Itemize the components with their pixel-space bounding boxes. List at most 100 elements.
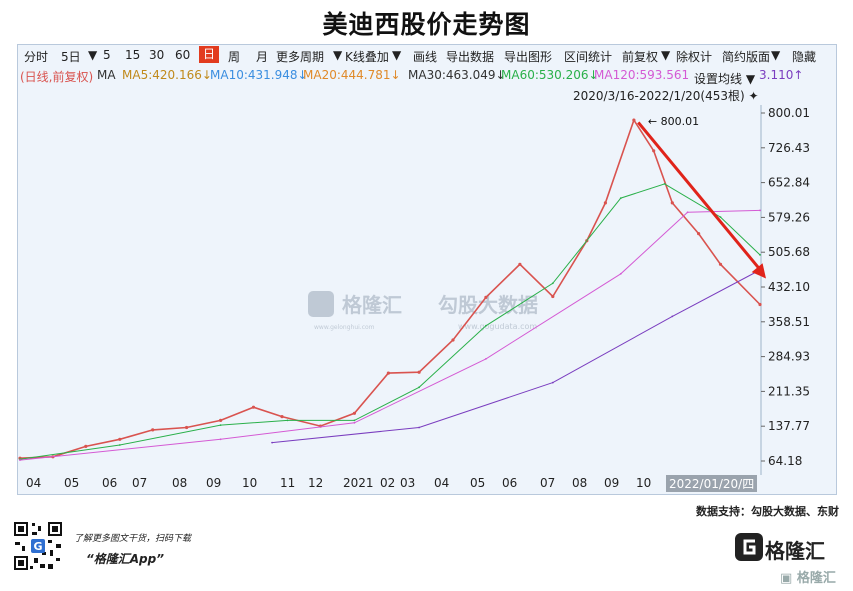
- series-point: [251, 405, 256, 409]
- x-tick-label: 02: [380, 476, 396, 490]
- x-tick-label: 07: [540, 476, 556, 490]
- toolbar-item-15[interactable]: 导出数据: [446, 50, 495, 64]
- brand-watermark: ▣ 格隆汇: [780, 571, 836, 586]
- ma-legend: (日线,前复权) MA MA5:420.166↓ MA10:431.948↓ MA20:…: [18, 67, 836, 83]
- toolbar-item-19[interactable]: ▼: [661, 48, 671, 62]
- x-tick-label: 11: [280, 476, 296, 490]
- toolbar-item-18[interactable]: 前复权: [622, 50, 659, 64]
- series-point: [719, 216, 722, 218]
- series-point: [418, 426, 420, 429]
- series-line-2: [19, 209, 761, 461]
- toolbar-item-16[interactable]: 导出图形: [504, 50, 553, 64]
- toolbar-item-20[interactable]: 除权计: [676, 50, 713, 64]
- series-point: [386, 371, 390, 375]
- x-tick-label: 06: [102, 476, 118, 490]
- toolbar-item-21[interactable]: 简约版面: [722, 50, 771, 64]
- series-point: [118, 437, 122, 441]
- series-point: [219, 424, 222, 426]
- data-source: 数据支持：勾股大数据、东财: [696, 505, 839, 518]
- pin-icon: ✦: [748, 89, 759, 103]
- x-tick-label: 03: [400, 476, 416, 490]
- x-tick-label: 08: [172, 476, 188, 490]
- series-point: [551, 282, 554, 285]
- series-point: [663, 183, 666, 185]
- legend-item-3: MA10:431.948↓: [210, 68, 308, 82]
- toolbar-item-0[interactable]: 分时: [24, 50, 49, 64]
- legend-item-4: MA20:444.781↓: [303, 68, 401, 82]
- x-tick-label: 2021: [343, 476, 374, 490]
- x-tick-label: 07: [132, 476, 148, 490]
- series-line-1: [19, 183, 761, 460]
- series-point: [84, 444, 88, 448]
- y-tick-label: 432.10: [768, 280, 810, 294]
- set-ma-button[interactable]: 设置均线 ▼: [691, 70, 759, 87]
- peak-label: ← 800.01: [648, 115, 699, 128]
- x-tick-label: 10: [636, 476, 652, 490]
- series-point: [286, 419, 289, 422]
- legend-item-5: MA30:463.049↓: [408, 68, 506, 82]
- series-point: [484, 295, 488, 299]
- gelonghui-logo-icon: [735, 533, 763, 561]
- toolbar-item-5[interactable]: 30: [149, 48, 165, 62]
- svg-text:G: G: [33, 540, 42, 553]
- page-title: 美迪西股价走势图: [322, 10, 531, 39]
- legend-item-8: 3.110↑: [759, 68, 804, 82]
- toolbar-item-23[interactable]: 隐藏: [792, 50, 817, 64]
- toolbar-item-10[interactable]: 更多周期: [276, 50, 325, 64]
- toolbar-item-17[interactable]: 区间统计: [564, 50, 613, 64]
- series-point: [485, 358, 487, 360]
- series-point: [671, 315, 674, 318]
- series-point: [352, 411, 356, 415]
- x-tick-label: 05: [470, 476, 486, 490]
- toolbar-item-8[interactable]: 周: [228, 50, 241, 64]
- watermark-brand-url: www.gelonghui.com: [314, 324, 375, 331]
- y-tick-label: 505.68: [768, 245, 810, 259]
- toolbar-item-13[interactable]: ▼: [392, 48, 402, 62]
- price-chart: 格隆汇 www.gelonghui.com 勾股大数据 www.gogudata.co…: [18, 105, 810, 475]
- toolbar-item-2[interactable]: ▼: [88, 48, 98, 62]
- toolbar-item-3[interactable]: 5: [103, 48, 111, 62]
- series-point: [759, 254, 761, 256]
- legend-item-0: (日线,前复权): [20, 70, 94, 83]
- toolbar-item-11[interactable]: ▼: [333, 48, 343, 62]
- legend-item-7: MA120:593.561: [594, 68, 690, 82]
- toolbar-item-9[interactable]: 月: [256, 50, 269, 64]
- series-point: [652, 149, 656, 153]
- promo-text: 了解更多图文干货，扫码下载: [74, 534, 192, 544]
- series-point: [670, 201, 674, 205]
- y-tick-label: 358.51: [768, 315, 810, 329]
- y-tick-label: 579.26: [768, 210, 810, 224]
- series-point: [551, 381, 554, 384]
- x-tick-label: 12: [308, 476, 324, 490]
- series-point: [551, 294, 555, 299]
- x-tick-label: 05: [64, 476, 80, 490]
- toolbar-item-1[interactable]: 5日: [61, 50, 81, 64]
- y-tick-label: 137.77: [768, 419, 810, 433]
- series-point: [19, 459, 21, 461]
- series-point: [418, 386, 420, 389]
- series-point: [219, 438, 222, 441]
- y-tick-label: 211.35: [768, 384, 810, 398]
- series-point: [632, 118, 636, 122]
- toolbar-item-6[interactable]: 60: [175, 48, 191, 62]
- series-point: [697, 232, 701, 236]
- series-point: [417, 370, 421, 374]
- series-point: [619, 272, 622, 275]
- series-point: [758, 302, 762, 307]
- toolbar-item-12[interactable]: K线叠加: [345, 50, 389, 64]
- toolbar-item-4[interactable]: 15: [125, 48, 141, 62]
- x-tick-label: 09: [604, 476, 620, 490]
- y-tick-label: 800.01: [768, 106, 810, 120]
- series-point: [485, 324, 487, 327]
- x-tick-label: 04: [434, 476, 450, 490]
- series-point: [280, 415, 284, 419]
- y-tick-label: 64.18: [768, 454, 802, 468]
- series-point: [686, 211, 689, 214]
- toolbar-item-7[interactable]: 日: [199, 46, 220, 63]
- series-point: [759, 209, 761, 212]
- x-tick-label: 09: [206, 476, 222, 490]
- qr-code[interactable]: G: [12, 520, 64, 572]
- toolbar-item-22[interactable]: ▼: [771, 48, 781, 62]
- x-tick-label: 2022/01/20/四: [666, 475, 758, 492]
- toolbar-item-14[interactable]: 画线: [413, 50, 438, 64]
